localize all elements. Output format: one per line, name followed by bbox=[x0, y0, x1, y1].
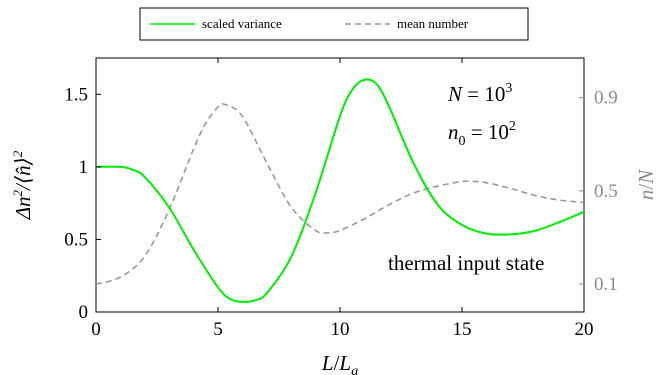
y-tick-label-left: 1.5 bbox=[64, 84, 88, 105]
annotation-n: N = 103 bbox=[447, 81, 512, 106]
x-tick-label: 15 bbox=[453, 319, 472, 340]
y-tick-label-left: 0 bbox=[79, 302, 89, 323]
x-tick-label: 5 bbox=[213, 319, 223, 340]
y-axis-label-left: Δn2/⟨n̂⟩2 bbox=[10, 150, 35, 220]
series-line-mean-number bbox=[95, 103, 585, 285]
series-line-scaled-variance bbox=[95, 78, 585, 303]
legend-label-mean-number: mean number bbox=[397, 16, 469, 31]
y-tick-label-right: 0.9 bbox=[594, 88, 618, 109]
annotation-state: thermal input state bbox=[388, 251, 544, 275]
legend-box bbox=[139, 7, 529, 41]
y-tick-label-left: 0.5 bbox=[64, 229, 88, 250]
series-layer bbox=[95, 78, 585, 303]
y-axis-label-right: n/N bbox=[634, 169, 658, 200]
y-tick-label-left: 1 bbox=[79, 157, 89, 178]
x-axis-label: L/Lg bbox=[321, 351, 358, 375]
x-tick-label: 10 bbox=[331, 319, 350, 340]
y-tick-label-right: 0.1 bbox=[594, 274, 618, 295]
legend-label-scaled-variance: scaled variance bbox=[202, 16, 282, 31]
x-tick-label: 20 bbox=[575, 319, 594, 340]
ticks-layer: 0 5 10 15 20 0 0.5 1 1.5 0.1 0.5 0.9 bbox=[64, 58, 618, 340]
x-tick-label: 0 bbox=[91, 319, 101, 340]
y-tick-label-right: 0.5 bbox=[594, 181, 618, 202]
legend: scaled variance mean number bbox=[139, 7, 529, 41]
annotation-n0: n0 = 102 bbox=[448, 119, 516, 149]
